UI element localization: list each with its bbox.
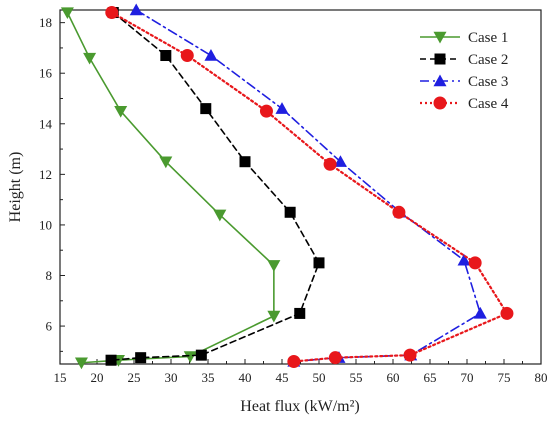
y-axis-title: Height (m) [7,152,24,223]
y-tick-label: 6 [46,319,53,334]
data-point [105,354,117,366]
data-point [74,357,88,370]
legend-item: Case 4 [420,96,509,112]
x-tick-label: 20 [91,370,104,385]
data-point [267,310,281,323]
x-tick-label: 25 [128,370,141,385]
data-point [403,348,417,362]
legend-marker [433,74,447,87]
x-tick-label: 45 [276,370,289,385]
y-tick-label: 14 [39,116,53,131]
legend-label: Case 4 [468,96,509,112]
data-point [457,253,471,266]
data-point [195,349,207,361]
series-3 [105,6,514,368]
x-axis-title: Heat flux (kW/m²) [240,398,359,415]
series-0 [60,7,281,370]
y-tick-label: 18 [39,15,52,30]
data-point [473,306,487,319]
series-1 [105,7,325,366]
data-point [160,50,172,62]
legend-marker [433,31,447,44]
data-point [200,103,212,115]
data-point [114,105,128,118]
legend-label: Case 1 [468,30,508,46]
data-point [105,6,119,20]
data-point [500,306,514,320]
series-line [135,9,482,363]
data-point [294,307,306,319]
legend-marker [434,53,446,65]
legend-label: Case 3 [468,74,508,90]
x-tick-label: 55 [350,370,363,385]
data-point [267,260,281,272]
legend-label: Case 2 [468,52,508,68]
series-line [66,11,275,364]
y-tick-label: 12 [39,167,52,182]
x-tick-label: 35 [202,370,215,385]
series-layer [60,3,514,370]
series-line [110,11,320,362]
legend-item: Case 2 [420,52,508,68]
data-point [287,354,301,368]
data-point [323,157,337,171]
x-tick-label: 50 [313,370,326,385]
data-point [259,104,273,118]
data-point [284,206,296,218]
x-tick-label: 65 [424,370,437,385]
data-point [129,3,143,16]
y-tick-label: 16 [39,66,53,81]
y-axis: 6 8 10 12 14 16 18 [39,15,65,352]
data-point [313,257,325,269]
x-tick-label: 70 [461,370,474,385]
x-tick-label: 15 [54,370,67,385]
data-point [159,156,173,169]
legend-item: Case 1 [420,30,508,46]
x-tick-label: 60 [387,370,400,385]
x-tick-label: 75 [498,370,511,385]
data-point [204,49,218,61]
data-point [83,52,97,65]
data-point [180,49,194,63]
data-point [275,102,289,114]
data-point [239,156,251,168]
y-tick-label: 8 [46,268,53,283]
data-point [183,351,197,363]
legend: Case 1 Case 2 Case 3 Case 4 [420,30,509,112]
x-tick-label: 80 [535,370,548,385]
data-point [213,209,227,222]
data-point [135,352,147,364]
x-tick-label: 30 [165,370,178,385]
data-point [392,205,406,219]
y-tick-label: 10 [39,217,52,232]
legend-marker [433,96,447,110]
series-line [110,11,509,363]
data-point [60,7,74,20]
data-point [468,256,482,270]
x-axis: 15 20 25 30 35 40 45 50 55 60 65 70 75 80 [54,359,548,385]
data-point [333,155,347,167]
legend-item: Case 3 [420,74,508,90]
data-point [328,351,342,365]
x-tick-label: 40 [239,370,252,385]
